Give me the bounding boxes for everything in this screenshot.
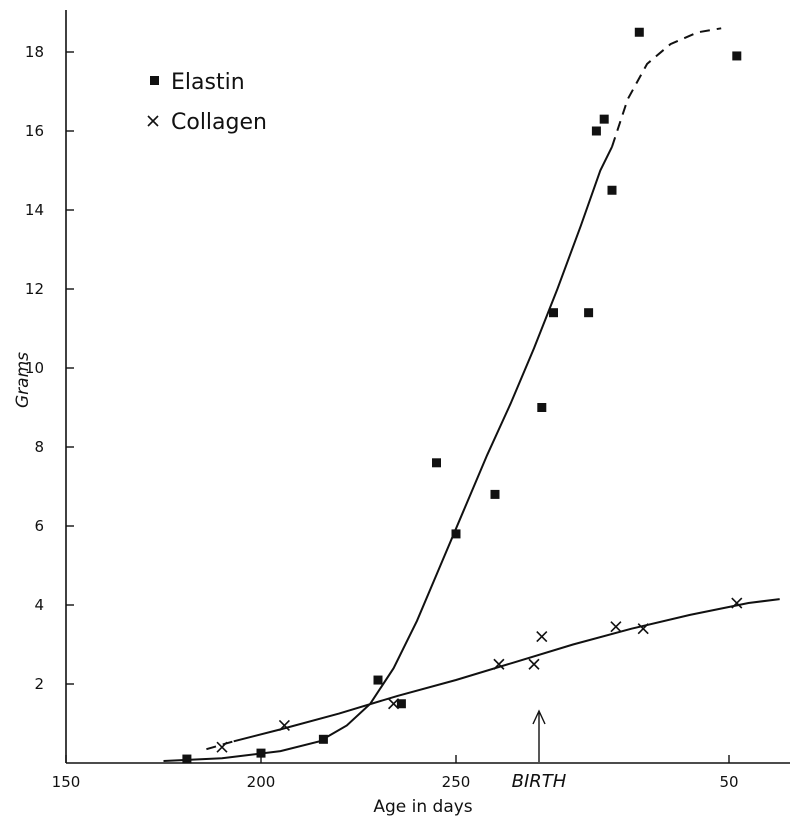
- y-tick-label: 18: [25, 43, 44, 61]
- elastin-point: [549, 308, 558, 318]
- x-tick-label: 50: [719, 773, 738, 791]
- fit-curves: [163, 27, 780, 762]
- collagen-point: [388, 698, 400, 710]
- collagen-point: [610, 621, 622, 633]
- y-tick-label: 12: [25, 280, 44, 298]
- y-tick-label: 14: [25, 201, 44, 219]
- collagen-point: [216, 741, 228, 753]
- elastin-point: [490, 489, 500, 499]
- elastin-point: [591, 126, 601, 136]
- x-tick-label: 150: [52, 773, 81, 791]
- elastin-point: [584, 308, 594, 318]
- x-axis-title: Age in days: [373, 797, 472, 817]
- data-marks: [182, 27, 743, 764]
- birth-arrow-head: [532, 709, 546, 725]
- legend-elastin-marker: [150, 76, 159, 85]
- legend: Elastin Collagen: [147, 70, 267, 135]
- x-tick-label: 200: [247, 773, 276, 791]
- legend-elastin-label: Elastin: [171, 70, 245, 95]
- elastin-point: [318, 734, 328, 744]
- collagen-point: [731, 597, 743, 609]
- elastin-point: [432, 458, 441, 468]
- elastin-fit-dashed: [611, 27, 722, 148]
- elastin-point: [634, 27, 644, 37]
- y-tick-label: 8: [34, 438, 44, 456]
- collagen-fit-solid: [233, 598, 780, 743]
- y-tick-label: 16: [25, 122, 44, 140]
- elastin-point: [451, 529, 461, 539]
- birth-label: BIRTH: [512, 771, 567, 792]
- elastin-point: [537, 403, 547, 412]
- elastin-point: [256, 748, 266, 758]
- elastin-point: [373, 675, 383, 685]
- legend-collagen-marker: [147, 115, 159, 127]
- elastin-point: [396, 699, 406, 709]
- y-tick-label: 6: [34, 517, 44, 535]
- elastin-point: [732, 51, 742, 61]
- legend-collagen-label: Collagen: [171, 110, 267, 135]
- elastin-fit-solid: [163, 146, 613, 762]
- collagen-point: [493, 658, 505, 670]
- axis-labels: 2 4 6 8 10 12 14 16 18 150 200 250 50: [25, 43, 739, 791]
- y-axis-title: Grams: [13, 352, 33, 408]
- y-tick-label: 4: [34, 596, 44, 614]
- collagen-point: [637, 623, 649, 635]
- collagen-point: [536, 631, 548, 643]
- y-tick-label: 10: [25, 359, 44, 377]
- elastin-point: [182, 754, 192, 764]
- elastin-point: [599, 114, 609, 124]
- birth-annotation: BIRTH: [512, 709, 567, 792]
- collagen-fit-dashed: [206, 740, 234, 751]
- elastin-point: [607, 185, 617, 195]
- y-tick-label: 2: [34, 675, 44, 693]
- collagen-point: [278, 719, 290, 732]
- collagen-point: [528, 658, 540, 670]
- x-tick-label: 250: [442, 773, 471, 791]
